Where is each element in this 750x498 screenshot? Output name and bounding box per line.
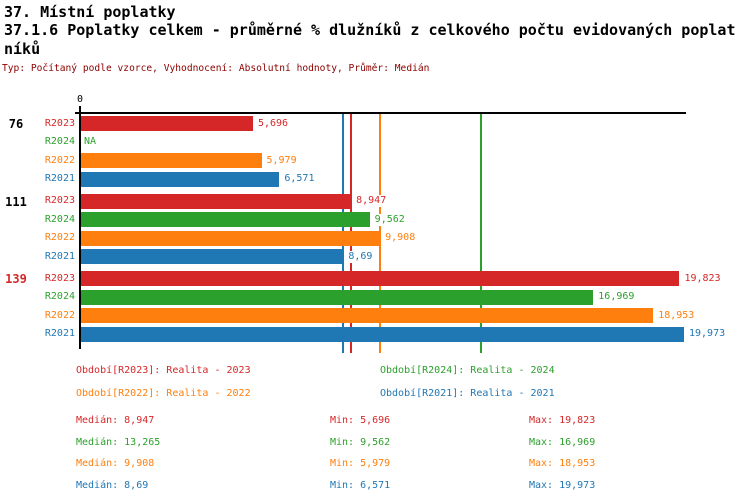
bar (81, 230, 381, 246)
x-axis-line (75, 112, 686, 114)
bar (81, 153, 262, 168)
page-meta: Typ: Počítaný podle vzorce, Vyhodnocení:… (2, 63, 430, 74)
stat-median-R2022: Medián: 9,908 (76, 458, 155, 469)
page-subtitle: 37.1.6 Poplatky celkem - průměrné % dluž… (4, 21, 736, 58)
series-label: R2024 (44, 136, 75, 147)
median-line-R2024 (480, 114, 482, 353)
bar-value-label: 18,953 (657, 309, 696, 322)
stat-max-R2022: Max: 18,953 (529, 458, 596, 469)
stat-median-R2021: Medián: 8,69 (76, 479, 149, 491)
series-label: R2021 (44, 250, 75, 262)
stat-max-R2021: Max: 19,973 (529, 479, 596, 491)
series-label: R2024 (44, 291, 75, 302)
stat-min-R2023: Min: 5,696 (330, 415, 391, 426)
bar (81, 326, 684, 342)
bar-value-label: 19,973 (687, 328, 727, 340)
legend-item-R2024: Období[R2024]: Realita - 2024 (380, 365, 555, 376)
stat-min-R2021: Min: 6,571 (330, 479, 391, 491)
stat-median-R2024: Medián: 13,265 (76, 436, 161, 448)
y-axis-line (79, 106, 81, 349)
stat-min-R2022: Min: 5,979 (330, 458, 391, 469)
bar-value-label: 5,696 (256, 117, 290, 130)
group-label: 139 (5, 272, 27, 286)
bar (81, 249, 344, 264)
na-value-label: NA (84, 136, 97, 147)
stats-panel: Medián: 8,947 Min: 5,696 Max: 19,823 Medián… (0, 405, 750, 495)
bar-value-label: 8,947 (355, 195, 388, 207)
series-label: R2023 (44, 195, 75, 206)
bar (81, 171, 280, 187)
stat-min-R2024: Min: 9,562 (330, 436, 391, 448)
series-label: R2023 (44, 117, 75, 129)
legend-item-R2022: Období[R2022]: Realita - 2022 (76, 388, 251, 399)
bar-value-label: 9,562 (373, 213, 406, 226)
series-label: R2023 (44, 272, 75, 284)
bar-chart: 0 76 R2023 5,696 R2024 NA R2022 5,979 R2021 6,57… (5, 94, 727, 353)
group-label: 111 (5, 194, 27, 209)
group-label: 76 (8, 117, 24, 131)
bar-value-label: 5,979 (265, 154, 298, 167)
bar (81, 308, 654, 323)
stat-median-R2023: Medián: 8,947 (76, 415, 155, 426)
bar (81, 212, 370, 227)
bar-value-label: 8,69 (347, 250, 374, 263)
series-label: R2024 (44, 213, 75, 225)
bar (81, 116, 253, 131)
bar-value-label: 9,908 (384, 232, 417, 244)
stat-max-R2023: Max: 19,823 (529, 415, 596, 426)
bar (81, 289, 594, 305)
bar-value-label: 19,823 (683, 272, 722, 285)
series-label: R2022 (44, 309, 75, 321)
bar (81, 193, 352, 209)
bar-value-label: 6,571 (283, 173, 316, 185)
bar-value-label: 16,969 (597, 291, 636, 303)
bar (81, 271, 680, 286)
x-tick-label: 0 (76, 94, 84, 105)
stat-max-R2024: Max: 16,969 (529, 436, 596, 448)
legend-item-R2021: Období[R2021]: Realita - 2021 (380, 388, 555, 399)
series-label: R2022 (44, 232, 75, 243)
legend-item-R2023: Období[R2023]: Realita - 2023 (76, 365, 251, 376)
series-label: R2021 (44, 173, 75, 184)
page-title: 37. Místní poplatky (4, 3, 176, 21)
legend: Období[R2023]: Realita - 2023 Období[R202… (0, 355, 750, 405)
series-label: R2021 (44, 328, 75, 339)
series-label: R2022 (44, 154, 75, 166)
